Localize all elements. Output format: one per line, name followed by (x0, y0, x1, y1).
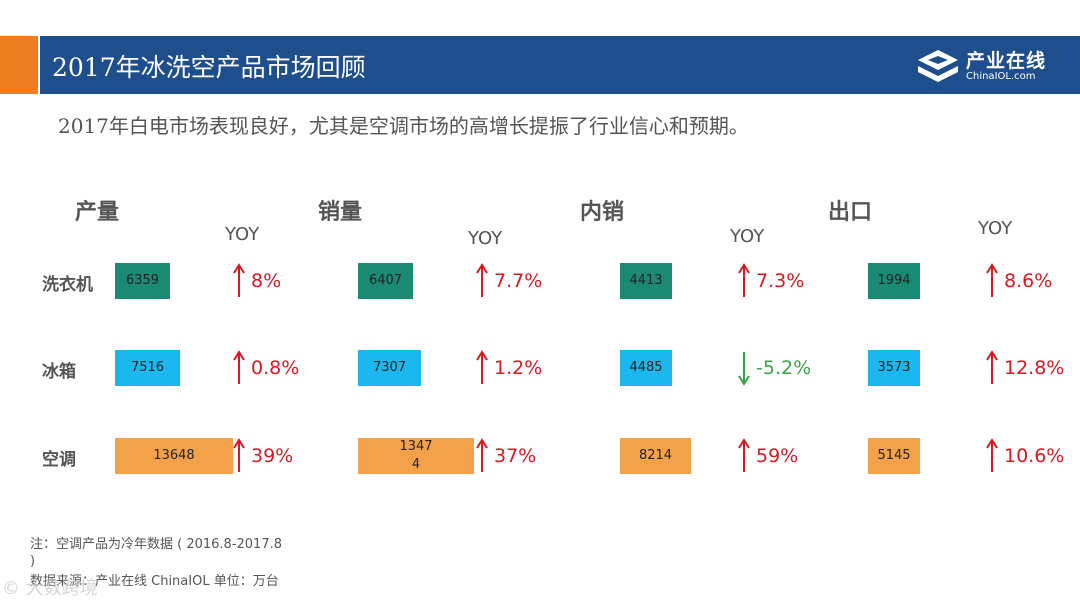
arrow-up-icon (986, 438, 998, 472)
yoy-label: YOY (730, 226, 765, 247)
arrow-up-icon (986, 350, 998, 384)
yoy-value: 0.8% (251, 357, 300, 379)
yoy-value: 7.3% (756, 270, 805, 292)
yoy-value: 59% (756, 445, 799, 467)
value-bar: 8214 (620, 438, 691, 474)
arrow-up-icon (476, 263, 488, 297)
yoy-value: 1.2% (494, 357, 543, 379)
yoy-value: -5.2% (756, 357, 812, 379)
value-label: 13648 (153, 448, 195, 463)
yoy-label: YOY (978, 218, 1013, 239)
group-title: 产量 (75, 200, 120, 225)
value-bar: 1994 (868, 263, 920, 299)
value-label: 3573 (877, 360, 911, 375)
page-title: 2017年冰洗空产品市场回顾 (52, 53, 366, 82)
arrow-up-icon (476, 438, 488, 472)
logo-name: 产业在线 (966, 50, 1047, 72)
arrow-up-icon (738, 438, 750, 472)
yoy-value: 12.8% (1004, 357, 1065, 379)
value-label: 4485 (629, 360, 663, 375)
logo-mark-icon (918, 50, 958, 82)
value-bar: 3573 (868, 350, 920, 386)
yoy-value: 39% (251, 445, 294, 467)
yoy-label: YOY (225, 224, 260, 245)
arrow-up-icon (986, 263, 998, 297)
value-bar: 4413 (620, 263, 672, 299)
header-bar: 2017年冰洗空产品市场回顾 产业在线 ChinaIOL.com (40, 36, 1080, 94)
value-label: 6359 (125, 273, 160, 288)
group-title: 出口 (828, 200, 873, 225)
row-label: 空调 (42, 450, 76, 470)
arrow-down-icon (738, 352, 750, 386)
value-label: 6407 (368, 273, 403, 288)
arrow-up-icon (476, 350, 488, 384)
value-label: 7516 (130, 360, 165, 375)
value-bar: 13648 (115, 438, 233, 474)
yoy-value: 37% (494, 445, 537, 467)
logo-sub: ChinaIOL.com (966, 71, 1036, 82)
footnote: 注：空调产品为冷年数据 ( 2016.8-2017.8 ) (30, 537, 283, 569)
yoy-label: YOY (468, 228, 503, 249)
value-bar: 1347 4 (358, 438, 474, 474)
value-bar: 6407 (358, 263, 413, 299)
value-label: 4413 (629, 273, 663, 288)
value-bar: 7307 (358, 350, 421, 386)
subtitle: 2017年白电市场表现良好，尤其是空调市场的高增长提振了行业信心和预期。 (58, 114, 749, 138)
group-title: 销量 (318, 200, 363, 225)
value-bar: 7516 (115, 350, 180, 386)
value-bar: 4485 (620, 350, 672, 386)
value-bar: 5145 (868, 438, 920, 474)
data-source: 数据来源：产业在线 ChinaIOL 单位：万台 (30, 574, 279, 589)
yoy-value: 7.7% (494, 270, 543, 292)
value-label: 8214 (638, 448, 673, 463)
accent-bar (0, 36, 38, 94)
arrow-up-icon (233, 350, 245, 384)
row-label: 冰箱 (42, 362, 76, 382)
yoy-value: 8% (251, 270, 282, 292)
value-label: 7307 (372, 360, 407, 375)
group-title: 内销 (580, 200, 625, 225)
value-label: 5145 (877, 448, 911, 463)
watermark: © 大数跨境 (2, 578, 98, 599)
row-label: 洗衣机 (42, 275, 93, 295)
value-label: 1994 (877, 273, 911, 288)
yoy-value: 10.6% (1004, 445, 1065, 467)
arrow-up-icon (233, 263, 245, 297)
value-bar: 6359 (115, 263, 170, 299)
arrow-up-icon (738, 263, 750, 297)
chinaiol-logo: 产业在线 ChinaIOL.com (916, 44, 1066, 88)
value-label: 1347 4 (399, 439, 433, 472)
yoy-value: 8.6% (1004, 270, 1053, 292)
arrow-up-icon (233, 438, 245, 472)
